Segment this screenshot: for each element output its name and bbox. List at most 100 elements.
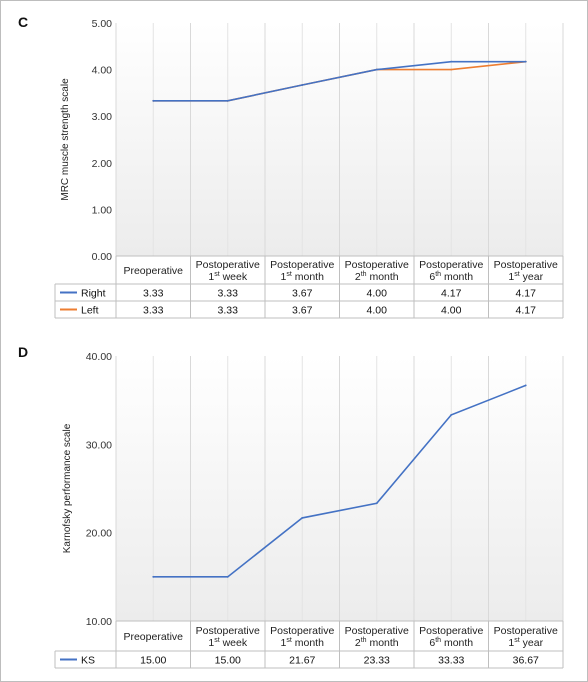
- y-axis-label: Karnofsky performance scale: [62, 423, 73, 553]
- category-unit: month: [441, 637, 473, 649]
- data-label-ks: 15.00: [215, 655, 241, 667]
- data-point-right: [375, 68, 378, 71]
- x-category-label: Postoperative: [419, 259, 483, 271]
- category-number: 6: [429, 637, 435, 649]
- y-tick-label: 2.00: [92, 158, 113, 170]
- category-superscript: st: [286, 637, 292, 644]
- data-label-left: 4.00: [367, 305, 388, 317]
- category-number: 1: [508, 271, 514, 283]
- y-tick-label: 30.00: [86, 439, 112, 451]
- category-number: 6: [429, 271, 435, 283]
- x-category-label: Postoperative: [494, 625, 558, 637]
- category-superscript: st: [514, 637, 520, 644]
- category-unit: month: [441, 271, 473, 283]
- panel-label-c: C: [18, 14, 28, 30]
- x-category-label: Postoperative: [196, 625, 260, 637]
- x-category-label-line2: 1st year: [508, 271, 543, 283]
- data-label-right: 3.67: [292, 288, 313, 300]
- category-unit: year: [520, 637, 544, 649]
- data-label-right: 4.17: [516, 288, 537, 300]
- data-point-ks: [226, 575, 229, 578]
- series-line-right: [153, 60, 526, 102]
- category-unit: month: [367, 271, 399, 283]
- category-superscript: th: [361, 637, 367, 644]
- x-category-label-line2: 2th month: [355, 271, 399, 283]
- data-label-ks: 23.33: [364, 655, 390, 667]
- category-unit: week: [220, 637, 248, 649]
- y-tick-label: 3.00: [92, 111, 113, 123]
- series-line-ks: [153, 384, 527, 578]
- x-category-label-line2: 1st week: [208, 271, 247, 283]
- data-label-right: 3.33: [218, 288, 239, 300]
- data-point-ks: [152, 575, 155, 578]
- data-label-left: 3.33: [143, 305, 164, 317]
- x-category-label: Postoperative: [270, 259, 334, 271]
- category-number: 1: [208, 637, 214, 649]
- data-point-ks: [375, 502, 378, 505]
- chart-d-karnofsky: 10.00 20.00 30.00 40.00 Karnofsky performanc…: [54, 351, 564, 669]
- data-label-right: 4.00: [367, 288, 388, 300]
- data-point-ks: [450, 414, 453, 416]
- data-label-ks: 36.67: [513, 655, 539, 667]
- data-label-right: 4.17: [441, 288, 462, 300]
- category-unit: month: [292, 271, 324, 283]
- legend-label-right: Right: [81, 288, 106, 300]
- data-point-right: [152, 99, 155, 102]
- y-tick-label: 1.00: [92, 204, 113, 216]
- data-label-left: 3.67: [292, 305, 313, 317]
- x-category-label: Preoperative: [123, 631, 183, 643]
- category-unit: year: [520, 271, 544, 283]
- data-label-ks: 21.67: [289, 655, 315, 667]
- data-label-ks: 33.33: [438, 655, 464, 667]
- x-category-label: Postoperative: [196, 259, 260, 271]
- x-category-label-line2: 6th month: [429, 637, 473, 649]
- data-label-left: 3.33: [218, 305, 239, 317]
- y-tick-label: 4.00: [92, 65, 113, 77]
- category-unit: month: [367, 637, 399, 649]
- data-point-right: [226, 99, 229, 102]
- category-superscript: th: [435, 637, 441, 644]
- category-superscript: th: [435, 271, 441, 278]
- x-category-label: Postoperative: [419, 625, 483, 637]
- x-category-label: Postoperative: [494, 259, 558, 271]
- data-point-right: [301, 84, 304, 86]
- x-category-label-line2: 2th month: [355, 637, 399, 649]
- category-number: 1: [508, 637, 514, 649]
- category-superscript: st: [286, 271, 292, 278]
- data-label-right: 3.33: [143, 288, 164, 300]
- category-unit: week: [220, 271, 248, 283]
- data-point-left: [450, 68, 453, 71]
- x-category-label: Postoperative: [345, 625, 409, 637]
- x-category-label: Postoperative: [345, 259, 409, 271]
- y-tick-label: 0.00: [92, 251, 113, 263]
- data-point-ks: [524, 384, 527, 387]
- category-superscript: st: [214, 271, 220, 278]
- y-tick-label: 10.00: [86, 616, 112, 628]
- y-tick-label: 40.00: [86, 351, 112, 363]
- data-point-right: [524, 60, 527, 63]
- chart-c-muscle-strength: 0.00 1.00 2.00 3.00 4.00 5.00 MRC muscle stren…: [54, 18, 564, 319]
- data-point-ks: [301, 517, 304, 519]
- x-category-label-line2: 1st week: [208, 637, 247, 649]
- legend-label-ks: KS: [81, 655, 95, 667]
- y-tick-label: 20.00: [86, 528, 112, 540]
- x-category-label-line2: 1st year: [508, 637, 543, 649]
- data-label-left: 4.17: [516, 305, 537, 317]
- legend-label-left: Left: [81, 305, 99, 317]
- x-category-label: Postoperative: [270, 625, 334, 637]
- data-label-ks: 15.00: [140, 655, 166, 667]
- category-number: 1: [281, 637, 287, 649]
- data-point-right: [450, 60, 453, 63]
- category-superscript: st: [214, 637, 220, 644]
- category-superscript: st: [514, 271, 520, 278]
- category-number: 1: [281, 271, 287, 283]
- data-label-left: 4.00: [441, 305, 462, 317]
- category-superscript: th: [361, 271, 367, 278]
- x-category-label-line2: 1st month: [281, 637, 325, 649]
- category-number: 1: [208, 271, 214, 283]
- x-category-label-line2: 1st month: [281, 271, 325, 283]
- category-unit: month: [292, 637, 324, 649]
- category-number: 2: [355, 271, 361, 283]
- x-category-label: Preoperative: [123, 265, 183, 277]
